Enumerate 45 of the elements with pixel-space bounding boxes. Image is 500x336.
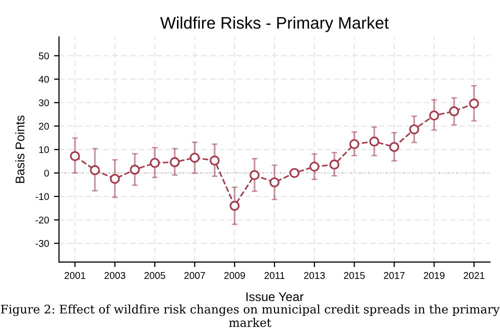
y-axis-title: Basis Points	[15, 116, 24, 183]
point	[70, 151, 80, 162]
x-tick-label: 2003	[104, 272, 126, 279]
point	[170, 157, 180, 168]
y-tick-label: 40	[38, 76, 49, 83]
point	[409, 124, 420, 134]
x-tick-label: 2011	[264, 272, 284, 279]
point	[90, 165, 100, 176]
point	[309, 162, 320, 172]
point	[210, 156, 220, 166]
y-tick-label: 50	[38, 52, 49, 60]
y-tick-label: -30	[36, 240, 49, 247]
x-tick-label: 2019	[424, 272, 444, 279]
x-tick-label: 2017	[384, 272, 405, 279]
point	[190, 152, 200, 163]
y-tick-label: 10	[39, 146, 49, 154]
point	[130, 164, 140, 175]
y-tick-label: -10	[36, 193, 49, 200]
point	[389, 142, 400, 152]
point	[329, 160, 340, 170]
point	[449, 106, 460, 116]
point	[469, 98, 480, 109]
x-tick-label: 2001	[64, 272, 86, 279]
y-tick-label: 30	[38, 99, 49, 106]
point	[289, 168, 300, 178]
y-tick-label: -20	[36, 216, 49, 224]
x-tick-label: 2005	[144, 272, 166, 279]
caption: Figure 2: Effect of wildfire risk changes on municipal credit spreads in the primary market	[0, 304, 500, 327]
point	[270, 177, 280, 188]
point	[150, 158, 160, 168]
x-tick-label: 2007	[184, 272, 206, 279]
point	[230, 200, 240, 211]
y-tick-label: 20	[38, 122, 49, 130]
x-tick-label: 2021	[464, 272, 484, 279]
point	[250, 170, 260, 180]
point	[349, 139, 360, 150]
y-tick-label: 0	[44, 170, 49, 177]
x-tick-label: 2009	[224, 272, 245, 279]
point	[429, 110, 440, 121]
x-tick-label: 2013	[304, 272, 325, 279]
x-tick-label: 2015	[344, 272, 365, 279]
point	[369, 136, 380, 147]
x-axis-title: Issue Year	[246, 292, 304, 302]
point	[110, 174, 120, 184]
chart-title: Wildfire Risks - Primary Market	[160, 16, 389, 32]
